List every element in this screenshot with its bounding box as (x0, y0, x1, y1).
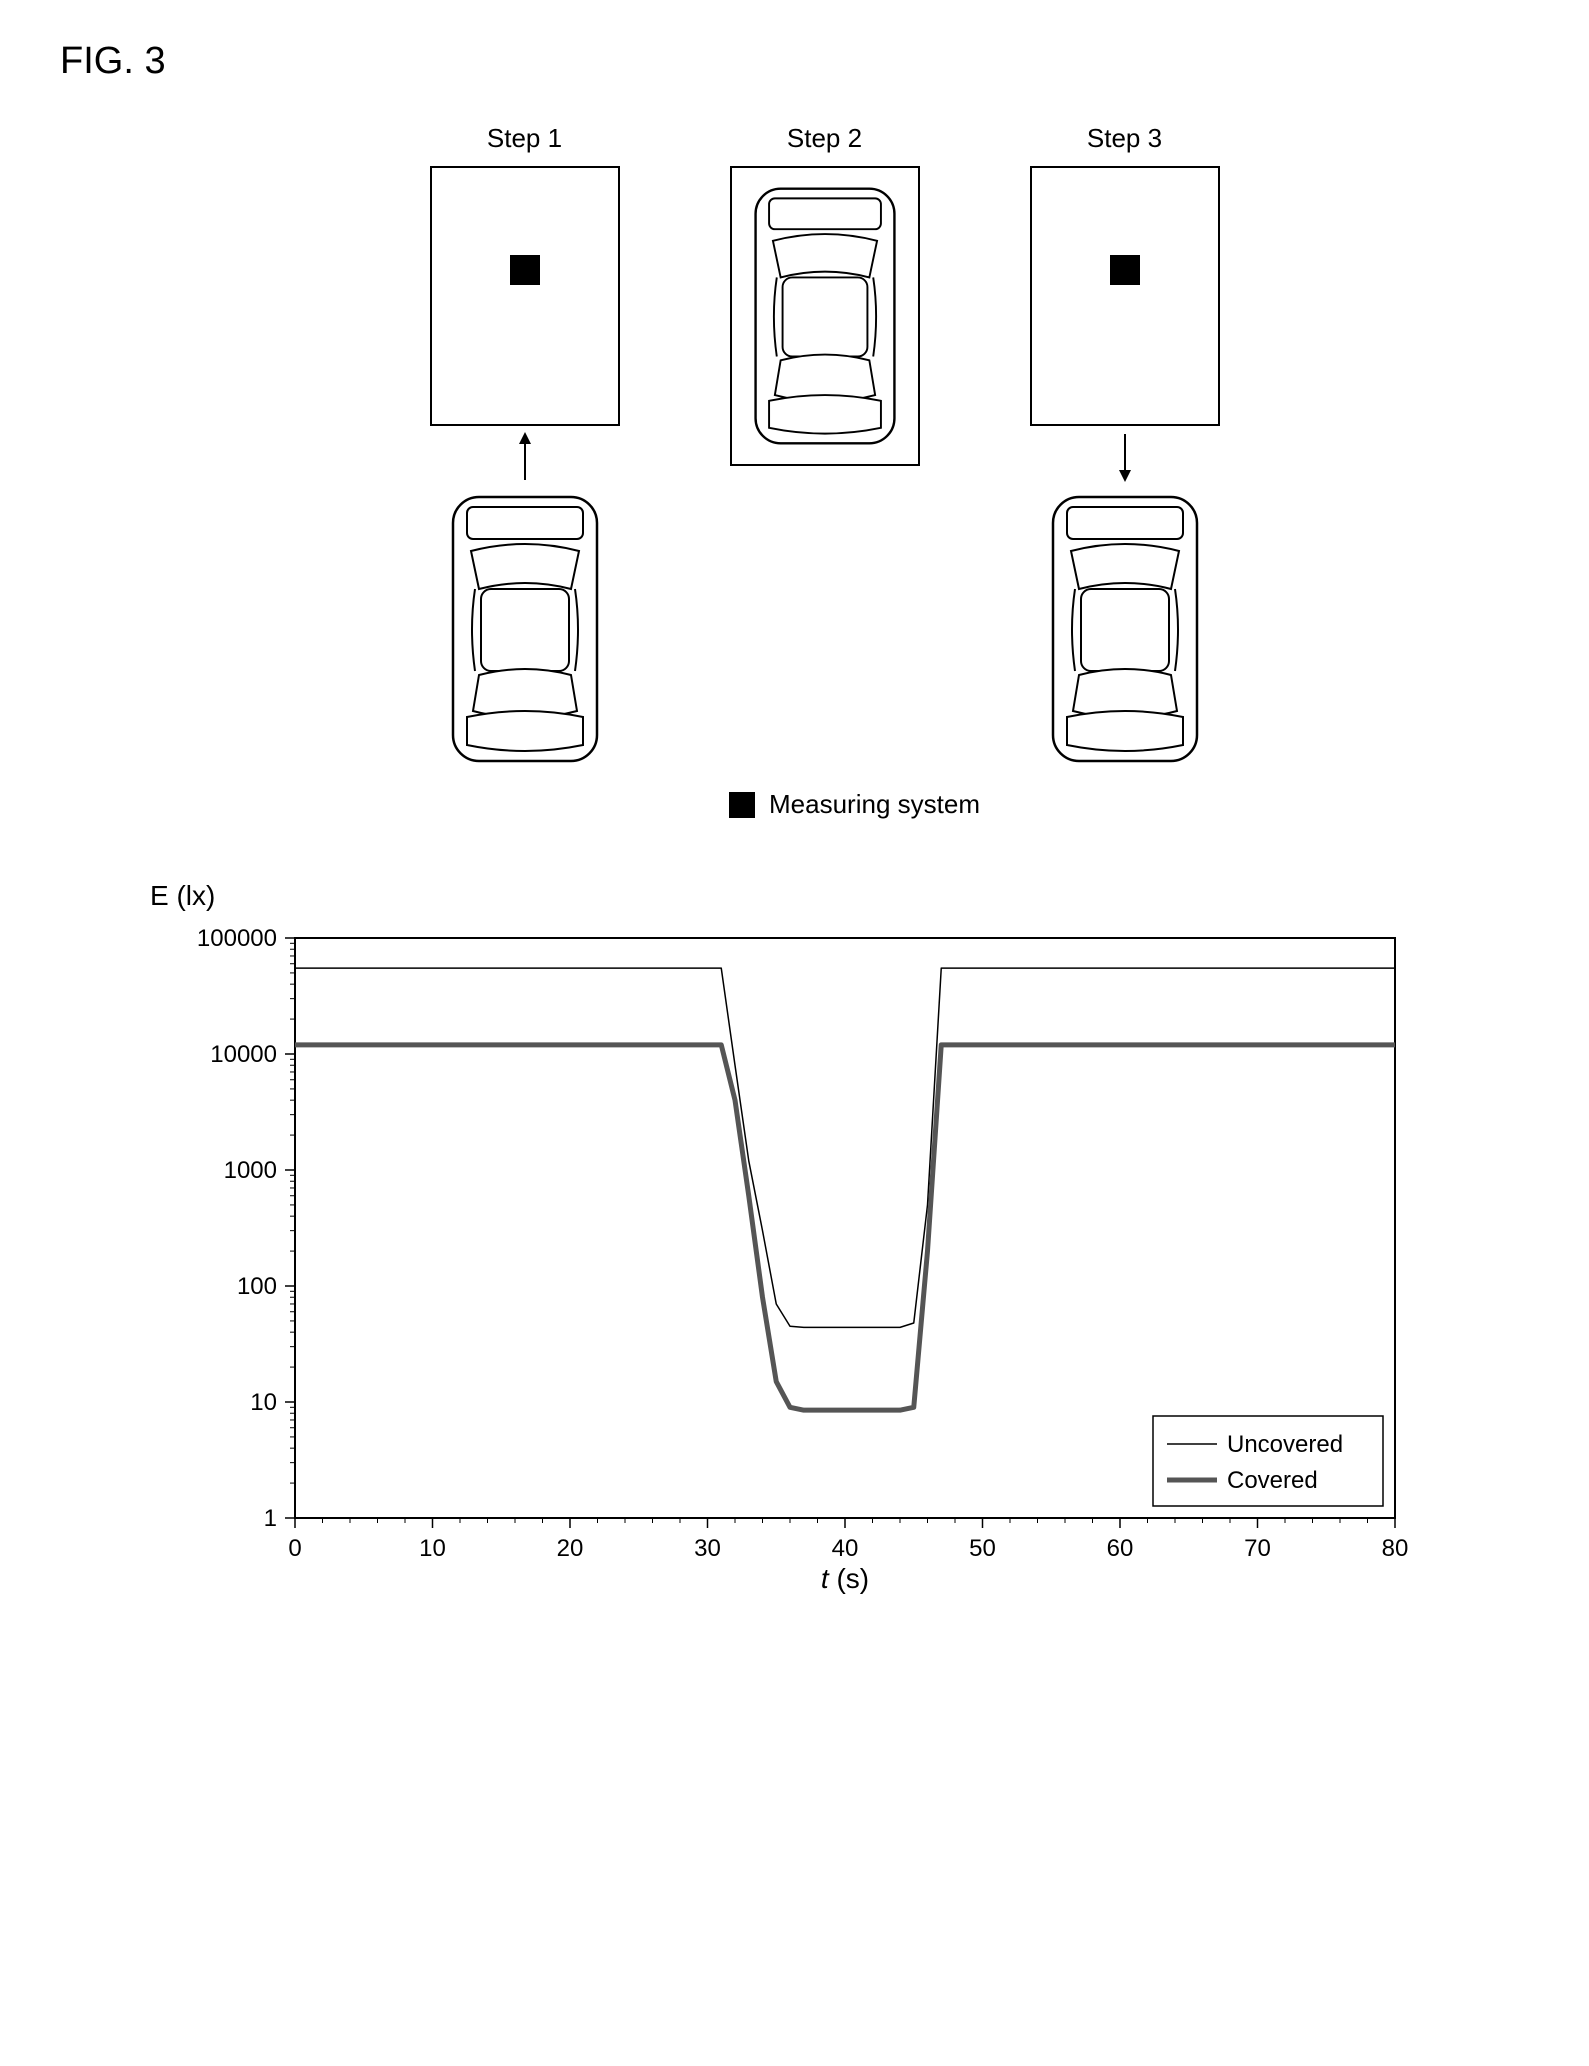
step-2-label: Step 2 (787, 123, 862, 154)
parking-slot-3 (1030, 166, 1220, 426)
svg-text:1: 1 (263, 1505, 276, 1532)
step-2: Step 2 (730, 123, 920, 769)
arrow-up-icon (515, 432, 535, 483)
car-icon (1045, 489, 1205, 769)
svg-text:Covered: Covered (1227, 1467, 1318, 1494)
svg-text:70: 70 (1244, 1535, 1271, 1562)
step-3: Step 3 (1030, 123, 1220, 769)
illuminance-chart: 0 10 20 30 40 50 60 70 80 1 10 100 1000 10000 100000 t … (165, 918, 1425, 1598)
parking-slot-1 (430, 166, 620, 426)
svg-text:10: 10 (419, 1535, 446, 1562)
steps-diagram: Step 1 Step 2 (140, 123, 1509, 769)
svg-text:100000: 100000 (196, 925, 276, 952)
sensor-icon (1110, 255, 1140, 285)
car-icon (745, 181, 905, 451)
sensor-icon (729, 792, 755, 818)
svg-text:80: 80 (1381, 1535, 1408, 1562)
sensor-icon (510, 255, 540, 285)
car-icon (445, 489, 605, 769)
svg-text:Uncovered: Uncovered (1227, 1431, 1343, 1458)
svg-text:30: 30 (694, 1535, 721, 1562)
svg-text:1000: 1000 (223, 1157, 276, 1184)
chart-y-label: E (lx) (150, 880, 1509, 912)
svg-text:20: 20 (556, 1535, 583, 1562)
svg-text:40: 40 (831, 1535, 858, 1562)
svg-text:0: 0 (288, 1535, 301, 1562)
svg-text:t (s): t (s) (820, 1563, 868, 1594)
svg-text:10: 10 (250, 1389, 277, 1416)
figure-label: FIG. 3 (60, 40, 1509, 83)
svg-text:100: 100 (236, 1273, 276, 1300)
step-3-label: Step 3 (1087, 123, 1162, 154)
svg-text:10000: 10000 (210, 1041, 277, 1068)
svg-text:60: 60 (1106, 1535, 1133, 1562)
measuring-system-legend: Measuring system (200, 789, 1509, 820)
measuring-system-label: Measuring system (769, 789, 980, 820)
svg-text:50: 50 (969, 1535, 996, 1562)
step-1: Step 1 (430, 123, 620, 769)
parking-slot-2 (730, 166, 920, 466)
arrow-down-icon (1115, 432, 1135, 483)
step-1-label: Step 1 (487, 123, 562, 154)
